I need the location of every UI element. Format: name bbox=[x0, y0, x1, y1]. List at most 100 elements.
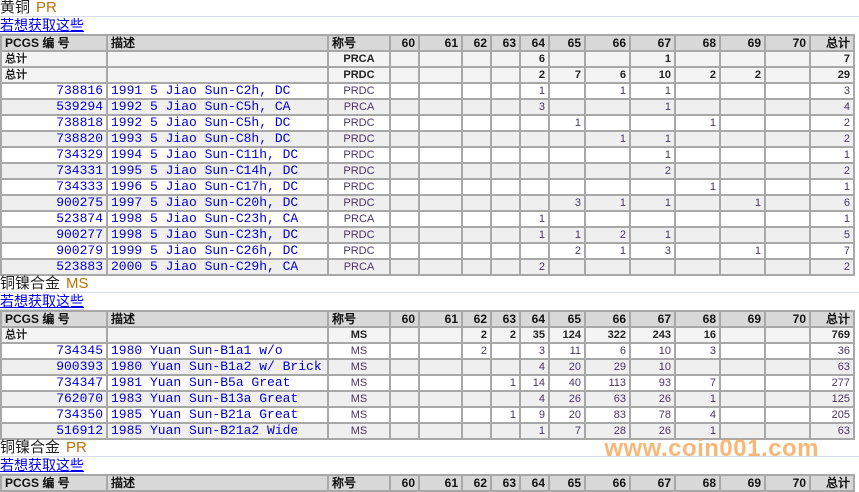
pcgs-id-link[interactable]: 900279 bbox=[0, 242, 108, 260]
header-grade-68[interactable]: 68 bbox=[674, 310, 721, 328]
pcgs-id-link[interactable]: 738820 bbox=[0, 130, 108, 148]
grade-table: PCGS 编 号描述 称号 60 61 62 63 64 65 66 67 68 69 70 总计 总计 PR… bbox=[0, 34, 855, 276]
pcgs-id-link[interactable]: 900275 bbox=[0, 194, 108, 212]
header-grade-70[interactable]: 70 bbox=[764, 474, 811, 492]
header-grade-69[interactable]: 69 bbox=[719, 34, 766, 52]
get-these-link[interactable]: 若想获取这些 bbox=[0, 293, 84, 310]
header-grade-60[interactable]: 60 bbox=[389, 310, 420, 328]
header-pcgs-id[interactable]: PCGS 编 号 bbox=[0, 34, 108, 52]
description-link[interactable]: 1997 5 Jiao Sun-C20h, DC bbox=[106, 194, 329, 212]
description-link[interactable]: 1992 5 Jiao Sun-C5h, DC bbox=[106, 114, 329, 132]
pcgs-id-link[interactable]: 738818 bbox=[0, 114, 108, 132]
header-grade-64[interactable]: 64 bbox=[519, 310, 550, 328]
description-link[interactable]: 1980 Yuan Sun-B1a1 w/o bbox=[106, 342, 329, 360]
header-grade-67[interactable]: 67 bbox=[629, 34, 676, 52]
row-total: 2 bbox=[809, 162, 855, 180]
header-grade-60[interactable]: 60 bbox=[389, 474, 420, 492]
section-metal: 铜镍合金 bbox=[0, 439, 61, 456]
count-cell bbox=[764, 374, 811, 392]
header-description[interactable]: 描述 bbox=[106, 474, 329, 492]
row-total: 1 bbox=[809, 178, 855, 196]
pcgs-id-link[interactable]: 762070 bbox=[0, 390, 108, 408]
header-grade-70[interactable]: 70 bbox=[764, 34, 811, 52]
header-pcgs-id[interactable]: PCGS 编 号 bbox=[0, 310, 108, 328]
header-grade-66[interactable]: 66 bbox=[584, 34, 631, 52]
header-grade-68[interactable]: 68 bbox=[674, 34, 721, 52]
header-grade-63[interactable]: 63 bbox=[490, 310, 521, 328]
description-link[interactable]: 1999 5 Jiao Sun-C26h, DC bbox=[106, 242, 329, 260]
pcgs-id-link[interactable]: 900393 bbox=[0, 358, 108, 376]
description-link[interactable]: 1992 5 Jiao Sun-C5h, CA bbox=[106, 98, 329, 116]
count-cell bbox=[389, 82, 420, 100]
header-grade-type[interactable]: 称号 bbox=[327, 310, 391, 328]
header-row: PCGS 编 号描述 称号 60 61 62 63 64 65 66 67 68 69 70 总计 bbox=[0, 474, 855, 492]
count-cell bbox=[461, 146, 492, 164]
header-grade-61[interactable]: 61 bbox=[418, 474, 463, 492]
count-cell bbox=[519, 130, 550, 148]
header-grade-67[interactable]: 67 bbox=[629, 474, 676, 492]
header-grade-type[interactable]: 称号 bbox=[327, 474, 391, 492]
header-grade-68[interactable]: 68 bbox=[674, 474, 721, 492]
count-cell bbox=[674, 242, 721, 260]
pcgs-id-link[interactable]: 516912 bbox=[0, 422, 108, 440]
description-link[interactable]: 1980 Yuan Sun-B1a2 w/ Brick bbox=[106, 358, 329, 376]
count-cell bbox=[418, 422, 463, 440]
pcgs-id-link[interactable]: 523883 bbox=[0, 258, 108, 276]
header-grade-type[interactable]: 称号 bbox=[327, 34, 391, 52]
description-link[interactable]: 1983 Yuan Sun-B13a Great bbox=[106, 390, 329, 408]
grade-type: PRDC bbox=[327, 82, 391, 100]
description-link[interactable]: 1985 Yuan Sun-B21a2 Wide bbox=[106, 422, 329, 440]
header-grade-61[interactable]: 61 bbox=[418, 310, 463, 328]
count-cell: 1 bbox=[519, 226, 550, 244]
header-grade-63[interactable]: 63 bbox=[490, 474, 521, 492]
description-link[interactable]: 1981 Yuan Sun-B5a Great bbox=[106, 374, 329, 392]
count-cell bbox=[461, 374, 492, 392]
pcgs-id-link[interactable]: 734329 bbox=[0, 146, 108, 164]
get-these-link[interactable]: 若想获取这些 bbox=[0, 17, 84, 34]
pcgs-id-link[interactable]: 734333 bbox=[0, 178, 108, 196]
pcgs-id-link[interactable]: 734350 bbox=[0, 406, 108, 424]
header-grade-61[interactable]: 61 bbox=[418, 34, 463, 52]
header-total[interactable]: 总计 bbox=[809, 474, 855, 492]
header-grade-69[interactable]: 69 bbox=[719, 474, 766, 492]
header-grade-69[interactable]: 69 bbox=[719, 310, 766, 328]
pcgs-id-link[interactable]: 734331 bbox=[0, 162, 108, 180]
header-grade-62[interactable]: 62 bbox=[461, 310, 492, 328]
description-link[interactable]: 1994 5 Jiao Sun-C11h, DC bbox=[106, 146, 329, 164]
pcgs-id-link[interactable]: 734347 bbox=[0, 374, 108, 392]
header-description[interactable]: 描述 bbox=[106, 34, 329, 52]
get-these-link[interactable]: 若想获取这些 bbox=[0, 457, 84, 474]
description-link[interactable]: 1985 Yuan Sun-B21a Great bbox=[106, 406, 329, 424]
header-grade-64[interactable]: 64 bbox=[519, 474, 550, 492]
pcgs-id-link[interactable]: 523874 bbox=[0, 210, 108, 228]
description-link[interactable]: 1998 5 Jiao Sun-C23h, CA bbox=[106, 210, 329, 228]
header-grade-65[interactable]: 65 bbox=[548, 34, 586, 52]
header-grade-62[interactable]: 62 bbox=[461, 474, 492, 492]
header-grade-66[interactable]: 66 bbox=[584, 474, 631, 492]
header-grade-62[interactable]: 62 bbox=[461, 34, 492, 52]
grade-type: PRDC bbox=[327, 178, 391, 196]
description-link[interactable]: 2000 5 Jiao Sun-C29h, CA bbox=[106, 258, 329, 276]
header-pcgs-id[interactable]: PCGS 编 号 bbox=[0, 474, 108, 492]
count-cell bbox=[389, 326, 420, 344]
header-grade-70[interactable]: 70 bbox=[764, 310, 811, 328]
pcgs-id-link[interactable]: 900277 bbox=[0, 226, 108, 244]
header-grade-66[interactable]: 66 bbox=[584, 310, 631, 328]
header-total[interactable]: 总计 bbox=[809, 310, 855, 328]
header-description[interactable]: 描述 bbox=[106, 310, 329, 328]
header-grade-60[interactable]: 60 bbox=[389, 34, 420, 52]
pcgs-id-link[interactable]: 738816 bbox=[0, 82, 108, 100]
header-total[interactable]: 总计 bbox=[809, 34, 855, 52]
pcgs-id-link[interactable]: 539294 bbox=[0, 98, 108, 116]
description-link[interactable]: 1993 5 Jiao Sun-C8h, DC bbox=[106, 130, 329, 148]
description-link[interactable]: 1991 5 Jiao Sun-C2h, DC bbox=[106, 82, 329, 100]
header-grade-64[interactable]: 64 bbox=[519, 34, 550, 52]
pcgs-id-link[interactable]: 734345 bbox=[0, 342, 108, 360]
header-grade-65[interactable]: 65 bbox=[548, 474, 586, 492]
header-grade-63[interactable]: 63 bbox=[490, 34, 521, 52]
description-link[interactable]: 1996 5 Jiao Sun-C17h, DC bbox=[106, 178, 329, 196]
description-link[interactable]: 1998 5 Jiao Sun-C23h, DC bbox=[106, 226, 329, 244]
description-link[interactable]: 1995 5 Jiao Sun-C14h, DC bbox=[106, 162, 329, 180]
header-grade-67[interactable]: 67 bbox=[629, 310, 676, 328]
header-grade-65[interactable]: 65 bbox=[548, 310, 586, 328]
